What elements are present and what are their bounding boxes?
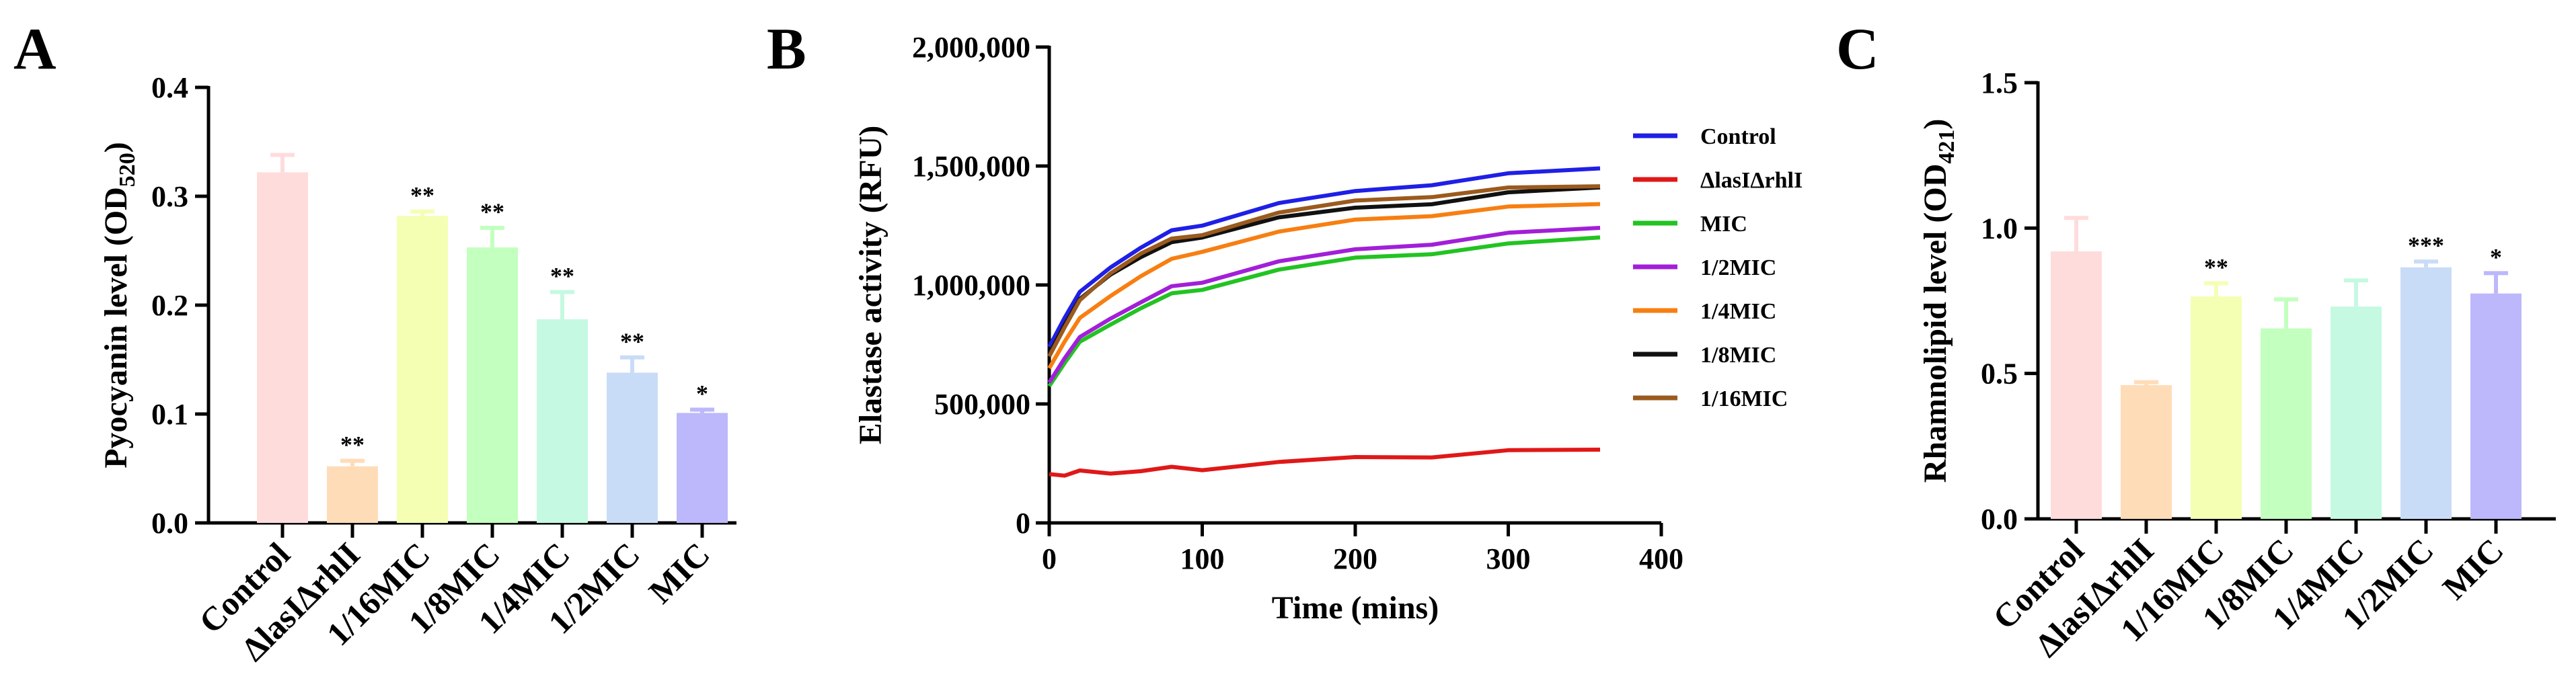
chartc-bar [2121, 384, 2172, 519]
charta-significance-label: ** [620, 328, 644, 355]
charta-significance-label: ** [410, 182, 434, 209]
chartb-y-axis-label: Elastase activity (RFU) [853, 126, 888, 445]
chartb-legend-label: 1/2MIC [1700, 255, 1776, 280]
chartb-series-line [1047, 185, 1601, 356]
chartb-y-tick-label: 500,000 [934, 388, 1030, 421]
chartc-y-axis-label: Rhamnolipid level (OD421) [1918, 119, 1959, 483]
panel-label-b: B [767, 17, 806, 82]
chartb-series-line [1049, 448, 1601, 478]
chartb-y-tick-label: 2,000,000 [912, 31, 1030, 64]
charta-y-tick-label: 0.1 [151, 398, 188, 431]
chartc-significance-label: * [2490, 243, 2502, 270]
charta-y-tick-label: 0.0 [151, 507, 188, 540]
charta-bar [397, 216, 448, 523]
chartc-bar [2191, 296, 2242, 519]
chartc-x-tick-label: MIC [2435, 531, 2511, 606]
chartb-legend-label: ΔlasIΔrhlI [1700, 168, 1803, 193]
chartb-legend-label: 1/16MIC [1700, 386, 1788, 411]
chartc-y-tick-label: 0.5 [1981, 358, 2018, 390]
chartb-x-tick-label: 300 [1486, 542, 1531, 575]
chartb-y-tick-label: 0 [1016, 507, 1030, 540]
chartb-legend-label: 1/4MIC [1700, 299, 1776, 324]
chartc-significance-label: *** [2408, 232, 2444, 259]
chartb-series-line [1047, 202, 1601, 370]
charta-x-tick-label: MIC [642, 535, 717, 610]
charta-y-tick-label: 0.3 [151, 180, 188, 213]
chartb-series-line [1047, 235, 1601, 388]
chartb-legend-label: 1/8MIC [1700, 343, 1776, 368]
charta-bar [257, 172, 308, 523]
panel-label-c: C [1836, 17, 1879, 82]
chartc-bar [2400, 267, 2452, 519]
charta-y-axis-label: Pyocyanin level (OD520) [98, 142, 140, 468]
chartc-y-tick-label: 1.5 [1981, 67, 2018, 99]
charta-bar [537, 319, 588, 523]
chartc-y-tick-label: 1.0 [1981, 212, 2018, 245]
chartb-series-line [1047, 184, 1601, 358]
charta-bar [467, 247, 518, 523]
chartb-legend-label: MIC [1700, 212, 1747, 237]
charta-significance-label: * [696, 380, 708, 407]
chartb-series-line [1047, 166, 1601, 348]
panel-label-a: A [13, 17, 56, 82]
charta-bar [677, 413, 728, 523]
chartb-x-tick-label: 0 [1042, 542, 1057, 575]
chartc-bar [2331, 306, 2382, 519]
chartb-y-tick-label: 1,000,000 [912, 269, 1030, 302]
charta-bar [607, 372, 658, 523]
chartc-bar [2470, 293, 2522, 519]
chartb-x-tick-label: 200 [1333, 542, 1377, 575]
chartc-bar [2051, 251, 2102, 519]
charta-y-tick-label: 0.2 [151, 289, 188, 322]
chartb-y-tick-label: 1,500,000 [912, 150, 1030, 183]
chartb-x-tick-label: 100 [1180, 542, 1225, 575]
chartb-x-tick-label: 400 [1639, 542, 1683, 575]
charta-bar [327, 466, 378, 523]
charta-significance-label: ** [480, 198, 504, 225]
chartc-bar [2261, 328, 2312, 519]
chartc-y-tick-label: 0.0 [1981, 503, 2018, 536]
charta-significance-label: ** [550, 263, 574, 290]
chartb-x-axis-label: Time (mins) [1272, 590, 1439, 626]
chartb-series-line [1047, 226, 1601, 384]
charta-y-tick-label: 0.4 [151, 71, 188, 104]
chartb-legend-label: Control [1700, 124, 1776, 149]
chart-b: 0 500,000 1,000,000 1,500,000 2,000,000 0 100 2… [853, 31, 1803, 626]
charta-significance-label: ** [340, 431, 365, 458]
chartc-significance-label: ** [2204, 254, 2228, 281]
